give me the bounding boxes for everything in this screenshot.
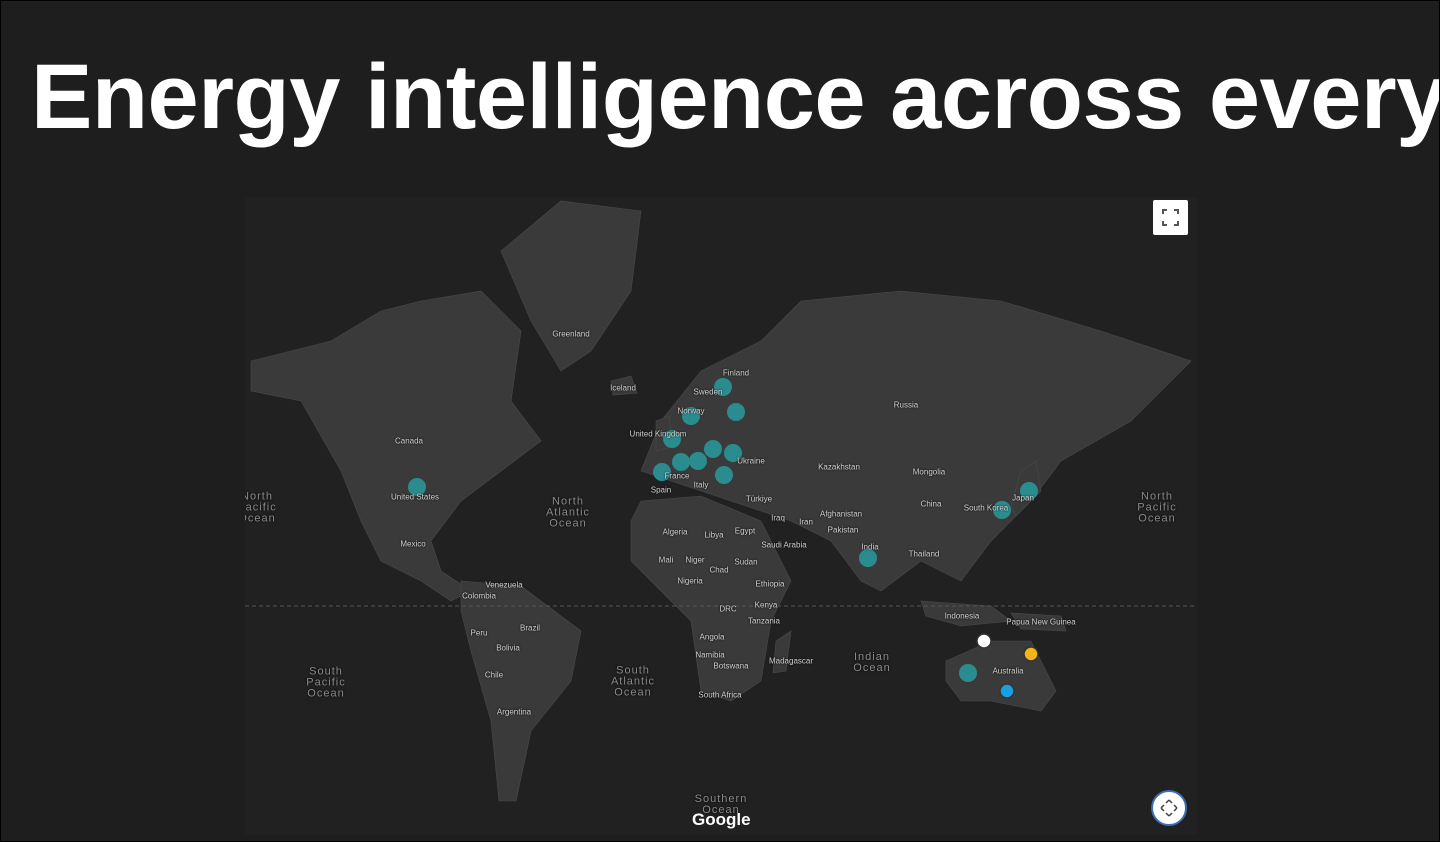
country-label: Iraq xyxy=(771,513,785,523)
country-label: Venezuela xyxy=(485,580,523,590)
site-marker[interactable] xyxy=(689,452,707,470)
country-label: Egypt xyxy=(734,526,756,536)
country-label: Madagascar xyxy=(768,656,814,666)
iceland xyxy=(610,375,638,396)
greenland xyxy=(500,200,642,372)
country-label: United States xyxy=(390,492,440,502)
site-marker[interactable] xyxy=(672,453,690,471)
eurasia xyxy=(640,290,1192,592)
site-marker[interactable] xyxy=(704,440,722,458)
map-canvas xyxy=(245,200,1197,802)
country-label: Sudan xyxy=(734,557,758,567)
country-label: Greenland xyxy=(552,329,590,339)
country-label: Mali xyxy=(658,555,674,565)
country-label: Niger xyxy=(685,555,705,565)
africa xyxy=(630,495,792,702)
country-label: Kenya xyxy=(754,600,778,610)
site-marker[interactable] xyxy=(715,466,733,484)
country-label: France xyxy=(664,471,690,481)
country-label: Saudi Arabia xyxy=(761,540,807,550)
ocean-label: North Atlantic Ocean xyxy=(545,495,591,530)
land xyxy=(250,200,1192,802)
site-marker[interactable] xyxy=(993,501,1011,519)
site-marker[interactable] xyxy=(663,430,681,448)
country-label: Algeria xyxy=(662,527,688,537)
ocean-label: North Pacific Ocean xyxy=(245,490,277,525)
country-label: Japan xyxy=(1012,493,1034,503)
country-label: Colombia xyxy=(462,591,496,601)
country-label: South Korea xyxy=(963,503,1009,513)
country-label: Italy xyxy=(693,480,709,490)
country-label: Iceland xyxy=(610,383,636,393)
country-label: Mexico xyxy=(400,539,426,549)
country-label: Brazil xyxy=(519,623,541,633)
site-marker[interactable] xyxy=(859,549,877,567)
country-label: Botswana xyxy=(713,661,749,671)
country-label: Norway xyxy=(677,406,705,416)
country-label: United Kingdom xyxy=(629,429,687,439)
country-label: Peru xyxy=(470,628,488,638)
site-marker[interactable] xyxy=(1020,482,1038,500)
country-label: Iran xyxy=(799,517,813,527)
site-marker[interactable] xyxy=(976,633,992,649)
camera-icon xyxy=(1160,799,1178,817)
fullscreen-button[interactable] xyxy=(1153,200,1188,235)
site-marker[interactable] xyxy=(682,407,700,425)
madagascar xyxy=(772,630,792,674)
country-label: China xyxy=(920,499,942,509)
camera-control[interactable] xyxy=(1151,790,1187,826)
country-label: Spain xyxy=(650,485,672,495)
ocean-label: Indian Ocean xyxy=(853,651,891,674)
fullscreen-icon xyxy=(1162,209,1179,226)
country-label: Australia xyxy=(992,666,1024,676)
country-label: Indonesia xyxy=(944,611,980,621)
country-label: Pakistan xyxy=(827,525,859,535)
country-label: Nigeria xyxy=(677,576,703,586)
site-marker[interactable] xyxy=(999,683,1015,699)
country-label: Angola xyxy=(699,632,725,642)
country-label: Argentina xyxy=(496,707,532,717)
country-label: Sweden xyxy=(693,387,723,397)
country-label: India xyxy=(861,542,879,552)
country-label: DRC xyxy=(719,604,737,614)
headline: Energy intelligence across every xyxy=(31,46,1440,148)
country-label: Ukraine xyxy=(737,456,765,466)
north-america xyxy=(250,290,542,602)
papua xyxy=(1010,612,1067,632)
attribution: Google xyxy=(692,810,751,829)
country-label: Ethiopia xyxy=(755,579,785,589)
country-label: Thailand xyxy=(908,549,940,559)
country-label: Tanzania xyxy=(747,616,781,626)
country-label: Mongolia xyxy=(912,467,946,477)
site-marker[interactable] xyxy=(1023,646,1039,662)
country-label: Papua New Guinea xyxy=(1006,617,1076,627)
markers xyxy=(408,378,1039,699)
site-marker[interactable] xyxy=(959,664,977,682)
country-label: Kazakhstan xyxy=(818,462,860,472)
country-label: Chile xyxy=(484,670,504,680)
country-label: Chad xyxy=(709,565,729,575)
site-marker[interactable] xyxy=(653,463,671,481)
country-label: South Africa xyxy=(698,690,742,700)
country-label: Libya xyxy=(704,530,724,540)
country-label: Afghanistan xyxy=(819,509,863,519)
country-label: Türkiye xyxy=(745,494,773,504)
site-marker[interactable] xyxy=(408,478,426,496)
indonesia xyxy=(920,600,1012,627)
ocean-label: Southern Ocean xyxy=(694,793,748,816)
map[interactable]: Greenland Iceland Finland Sweden Norway Unite… xyxy=(245,198,1197,834)
country-label: Canada xyxy=(394,436,424,446)
country-label: Bolivia xyxy=(496,643,520,653)
ocean-label: North Pacific Ocean xyxy=(1137,490,1177,525)
ocean-label: South Pacific Ocean xyxy=(306,665,346,700)
site-marker[interactable] xyxy=(714,378,732,396)
country-label: Finland xyxy=(722,368,750,378)
country-label: Namibia xyxy=(695,650,725,660)
south-america xyxy=(460,580,582,802)
ocean-label: South Atlantic Ocean xyxy=(610,664,656,699)
site-marker[interactable] xyxy=(724,444,742,462)
country-label: Russia xyxy=(893,400,919,410)
site-marker[interactable] xyxy=(727,403,745,421)
